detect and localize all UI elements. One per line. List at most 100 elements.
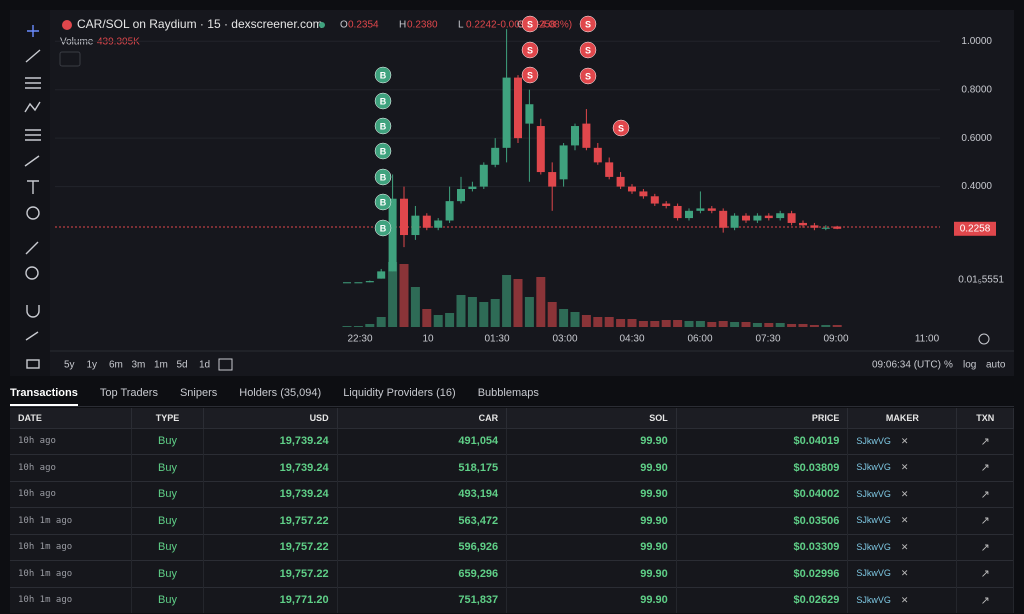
column-header[interactable]: SOL: [506, 408, 677, 428]
trade-marker-label: B: [380, 223, 387, 233]
x-tick-label: 04:30: [619, 334, 644, 345]
txn-link[interactable]: ↗: [956, 507, 1014, 534]
candle-body: [719, 210, 728, 228]
scale-option[interactable]: log: [963, 360, 976, 371]
panel-bg: [10, 10, 1014, 376]
table-cell: SJkwVG ✕: [847, 480, 958, 508]
tab[interactable]: Bubblemaps: [477, 387, 539, 399]
range-button[interactable]: 1m: [154, 360, 168, 371]
remove-icon[interactable]: ✕: [900, 594, 909, 605]
volume-label: Volume: [60, 37, 94, 48]
volume-bar: [593, 317, 603, 327]
ohlc-value: 0.2354: [348, 20, 379, 31]
tab[interactable]: Top Traders: [99, 387, 158, 399]
candle-body: [571, 126, 579, 146]
volume-bar: [410, 287, 420, 327]
txn-link[interactable]: ↗: [956, 454, 1014, 481]
volume-bar: [513, 279, 523, 327]
volume-bar: [787, 324, 797, 327]
scale-option[interactable]: %: [944, 360, 953, 371]
range-button[interactable]: 3m: [132, 360, 146, 371]
table-cell: 99.90: [506, 507, 677, 534]
table-cell: 99.90: [506, 480, 677, 508]
remove-icon[interactable]: ✕: [900, 568, 909, 579]
ohlc-key: C: [517, 20, 524, 31]
column-header[interactable]: CAR: [337, 408, 508, 428]
collapse-btn[interactable]: [59, 51, 81, 67]
candle-body: [616, 176, 625, 187]
table-cell: Buy: [131, 427, 205, 455]
tab[interactable]: Snipers: [179, 387, 218, 399]
volume-bar: [547, 302, 557, 327]
candle-body: [559, 145, 568, 180]
scale-option[interactable]: auto: [986, 360, 1006, 371]
candle-body: [593, 147, 602, 163]
trade-marker-label: B: [380, 96, 387, 106]
column-header[interactable]: TXN: [956, 408, 1014, 428]
volume-bar: [798, 324, 808, 327]
txn-link[interactable]: ↗: [956, 533, 1014, 561]
ohlc-value: 0.2380: [407, 20, 438, 31]
table-cell: 10h 1m ago: [10, 560, 132, 587]
table-cell: 19,739.24: [203, 480, 338, 508]
volume-bar: [730, 322, 740, 327]
x-tick-label: 10: [422, 334, 434, 345]
table-row: 10h 1m ago Buy 19,757.22 659,296 99.90 $0.029…: [10, 560, 1014, 587]
trade-marker: [521, 41, 539, 59]
column-header[interactable]: MAKER: [847, 408, 958, 428]
tab[interactable]: Liquidity Providers (16): [343, 387, 456, 399]
table-cell: $0.03309: [676, 533, 849, 561]
x-tick-label: 09:00: [823, 334, 848, 345]
volume-bar: [695, 321, 705, 327]
column-header[interactable]: DATE: [10, 408, 132, 428]
remove-icon[interactable]: ✕: [900, 541, 909, 552]
table-cell: 99.90: [506, 454, 677, 481]
remove-icon[interactable]: ✕: [900, 462, 909, 473]
candle-body: [354, 282, 363, 284]
table-cell: SJkwVG ✕: [847, 427, 958, 455]
trade-marker-label: B: [380, 70, 387, 80]
volume-bar: [570, 312, 580, 327]
ohlc-key: L: [458, 20, 464, 31]
x-tick-label: 06:00: [687, 334, 712, 345]
volume-bar: [376, 317, 386, 327]
candle-body: [445, 201, 454, 221]
candle-body: [764, 215, 773, 219]
trade-marker: [374, 219, 392, 237]
calendar[interactable]: [218, 358, 233, 371]
range-button[interactable]: 1d: [199, 360, 210, 371]
volume-bar: [764, 323, 774, 327]
column-header[interactable]: PRICE: [676, 408, 849, 428]
candle-body: [742, 215, 750, 221]
tab[interactable]: Transactions: [10, 387, 78, 406]
table-cell: $0.04002: [676, 480, 849, 508]
range-button[interactable]: 5y: [64, 360, 75, 371]
candle-body: [377, 271, 386, 279]
settings[interactable]: [978, 333, 990, 345]
remove-icon[interactable]: ✕: [900, 435, 909, 446]
txn-link[interactable]: ↗: [956, 560, 1014, 587]
table-cell: 10h 1m ago: [10, 586, 132, 613]
column-header[interactable]: TYPE: [131, 408, 205, 428]
range-button[interactable]: 1y: [87, 360, 98, 371]
txn-link[interactable]: ↗: [956, 586, 1014, 613]
table-cell: Buy: [131, 507, 205, 534]
table-cell: 19,757.22: [203, 560, 338, 587]
column-header[interactable]: USD: [203, 408, 338, 428]
candle-body: [628, 186, 636, 192]
trade-marker-label: B: [380, 121, 387, 131]
table-cell: $0.03506: [676, 507, 849, 534]
range-button[interactable]: 6m: [109, 360, 123, 371]
table-row: 10h 1m ago Buy 19,757.22 563,472 99.90 $0.035…: [10, 507, 1014, 534]
chart-panel: CAR/SOL on Raydium · 15 · dexscreener.co…: [10, 10, 1014, 376]
remove-icon[interactable]: ✕: [900, 488, 909, 499]
remove-icon[interactable]: ✕: [900, 515, 909, 526]
range-button[interactable]: 5d: [177, 360, 188, 371]
candle-body: [662, 203, 671, 206]
txn-link[interactable]: ↗: [956, 427, 1014, 455]
txn-link[interactable]: ↗: [956, 480, 1014, 508]
candle-body: [434, 220, 443, 228]
tab[interactable]: Holders (35,094): [239, 387, 322, 399]
volume-bar: [821, 325, 831, 327]
